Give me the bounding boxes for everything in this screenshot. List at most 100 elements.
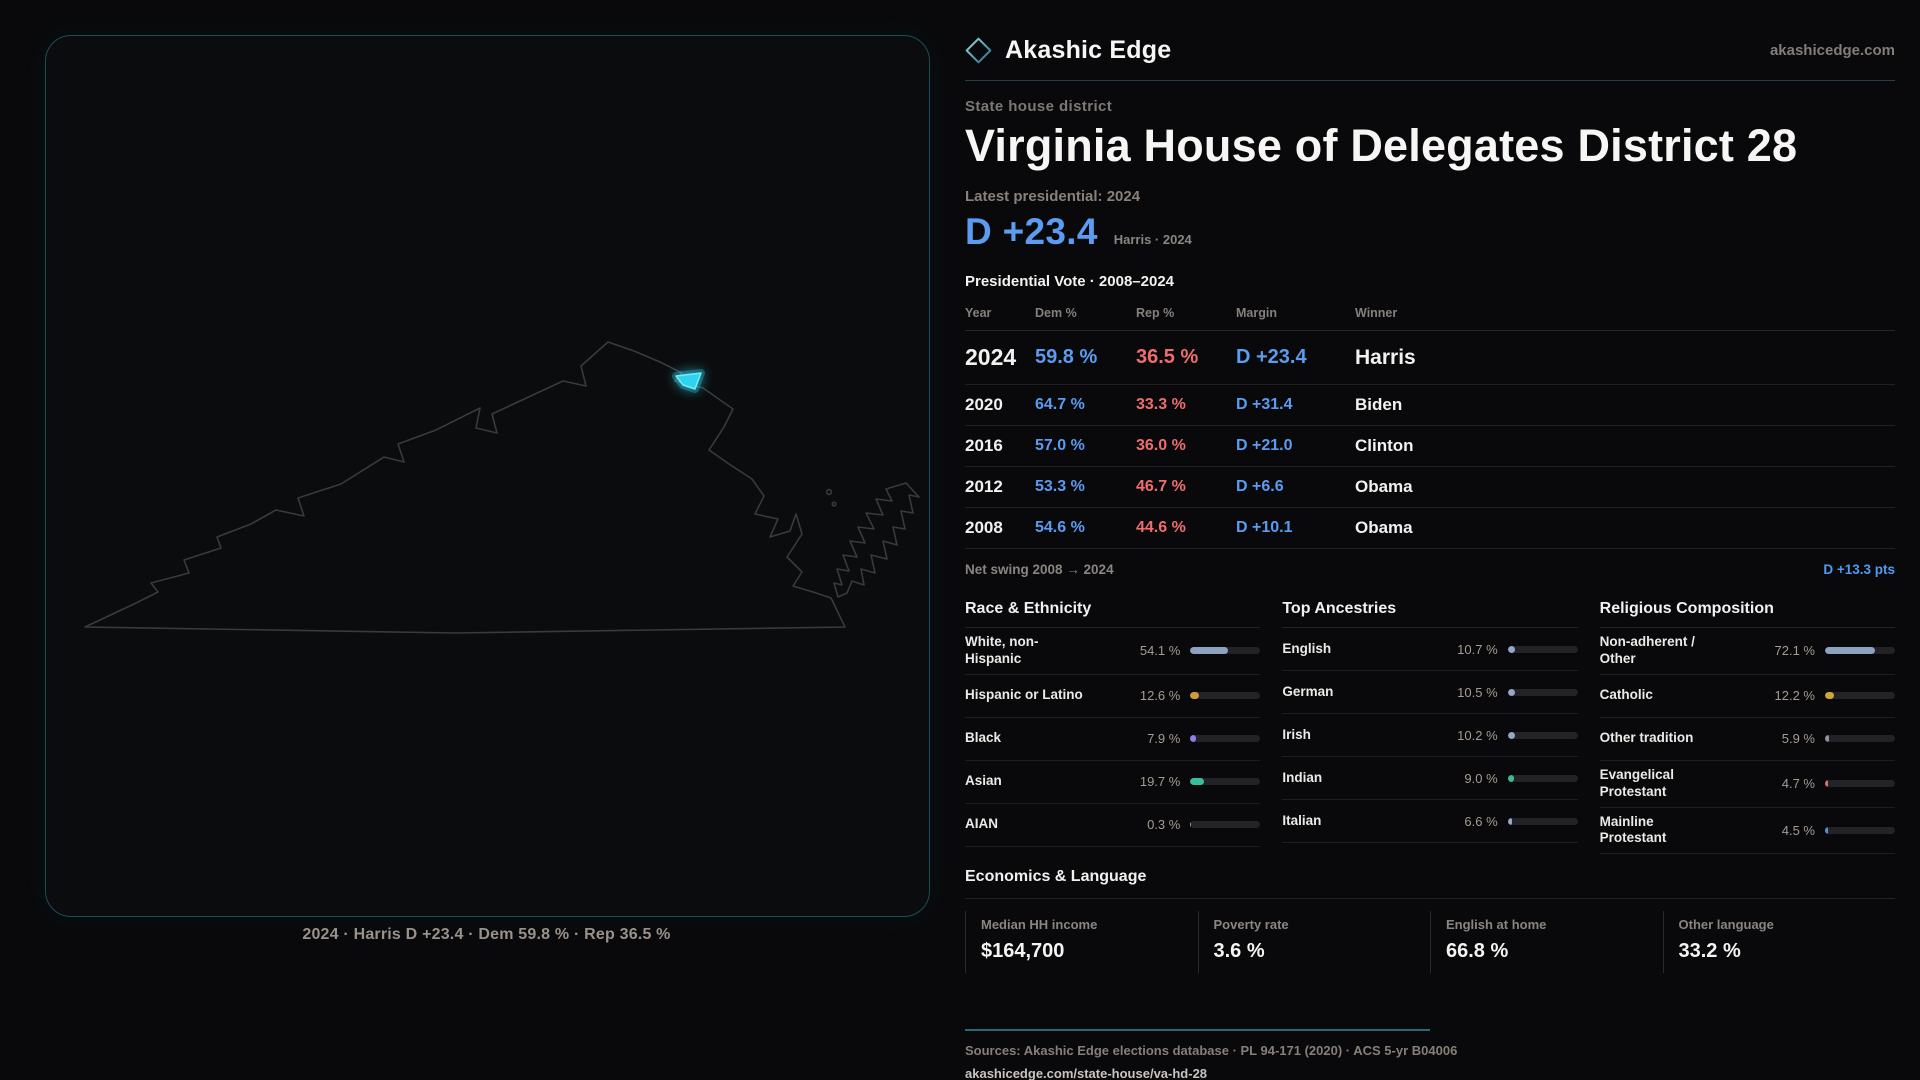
vote-cell-year: 2020 bbox=[965, 395, 1003, 415]
demo-label: Mainline Protestant bbox=[1599, 813, 1667, 846]
demo-bar-fill bbox=[1825, 826, 1829, 834]
page-title: Virginia House of Delegates District 28 bbox=[965, 120, 1798, 171]
col-year: Year bbox=[965, 306, 992, 321]
stat-label: English at home bbox=[1446, 917, 1547, 933]
footer: Sources: Akashic Edge elections database… bbox=[965, 1029, 1895, 1080]
demo-value: 6.6 % bbox=[1464, 813, 1498, 829]
demo-label: Non-adherent / Other bbox=[1599, 634, 1695, 666]
brand-diamond-icon bbox=[965, 37, 992, 64]
demo-label: Hispanic or Latino bbox=[965, 687, 1083, 703]
demo-value: 72.1 % bbox=[1774, 643, 1815, 659]
demo-value: 12.2 % bbox=[1774, 688, 1815, 704]
demo-value: 7.9 % bbox=[1147, 731, 1181, 747]
net-swing-value: D +13.3 pts bbox=[1823, 562, 1895, 578]
vote-cell-winner: Biden bbox=[1355, 395, 1403, 415]
demo-value: 9.0 % bbox=[1464, 770, 1498, 786]
detail-column: Akashic Edge akashicedge.com State house… bbox=[965, 0, 1895, 1080]
demo-row: Hispanic or Latino 12.6 % bbox=[965, 675, 1261, 718]
demo-label: Italian bbox=[1282, 812, 1322, 828]
demo-label: Black bbox=[965, 730, 1002, 746]
demo-row: Evangelical Protestant 4.7 % bbox=[1599, 761, 1895, 808]
stat-value: 66.8 % bbox=[1446, 940, 1509, 963]
demo-bar-fill bbox=[1825, 735, 1830, 743]
stat-other-language: Other language 33.2 % bbox=[1662, 911, 1896, 974]
demo-bar-track bbox=[1825, 780, 1895, 788]
stat-value: 3.6 % bbox=[1213, 940, 1265, 963]
vote-cell-margin: D +6.6 bbox=[1236, 478, 1284, 496]
demo-row: AIAN 0.3 % bbox=[965, 804, 1261, 847]
col-dem: Dem % bbox=[1035, 306, 1077, 321]
vote-table-row: 2016 57.0 % 36.0 % D +21.0 Clinton bbox=[965, 426, 1895, 468]
stat-label: Median HH income bbox=[981, 917, 1098, 933]
footer-divider bbox=[965, 1029, 1430, 1032]
district-marker bbox=[675, 372, 702, 390]
demo-bar-fill bbox=[1825, 647, 1876, 655]
stat-value: 33.2 % bbox=[1678, 940, 1741, 963]
headline-margin-row: D +23.4 Harris · 2024 bbox=[965, 211, 1895, 253]
stat-median-income: Median HH income $164,700 bbox=[965, 911, 1198, 974]
demo-bar-fill bbox=[1825, 780, 1829, 788]
demo-bar-fill bbox=[1507, 774, 1514, 782]
demo-row: Italian 6.6 % bbox=[1282, 800, 1578, 844]
vote-table-header: Year Dem % Rep % Margin Winner bbox=[965, 306, 1895, 332]
demo-bar-track bbox=[1825, 826, 1895, 834]
col-margin: Margin bbox=[1236, 306, 1277, 321]
demo-bar-fill bbox=[1190, 647, 1229, 655]
vote-cell-dem: 59.8 % bbox=[1035, 346, 1098, 369]
col-winner: Winner bbox=[1355, 306, 1398, 321]
brand-domain-link[interactable]: akashicedge.com bbox=[1769, 42, 1895, 59]
demo-section-title: Top Ancestries bbox=[1282, 591, 1578, 629]
vote-cell-rep: 46.7 % bbox=[1136, 478, 1186, 496]
demo-row: Irish 10.2 % bbox=[1282, 714, 1578, 758]
vote-table-row: 2012 53.3 % 46.7 % D +6.6 Obama bbox=[965, 467, 1895, 509]
demo-bar-track bbox=[1507, 731, 1578, 739]
demo-section: Top Ancestries English 10.7 % German 10.5 % I… bbox=[1282, 591, 1578, 854]
demo-row: English 10.7 % bbox=[1282, 628, 1578, 672]
footer-permalink[interactable]: akashicedge.com/state-house/va-hd-28 bbox=[965, 1066, 1208, 1080]
headline-margin-value: D +23.4 bbox=[965, 211, 1098, 253]
vote-table-row: 2024 59.8 % 36.5 % D +23.4 Harris bbox=[965, 331, 1895, 386]
demo-bar-fill bbox=[1507, 645, 1516, 653]
stat-poverty-rate: Poverty rate 3.6 % bbox=[1197, 911, 1431, 974]
demo-bar-track bbox=[1190, 821, 1261, 829]
demo-section-title: Religious Composition bbox=[1599, 591, 1895, 629]
demo-bar-fill bbox=[1190, 735, 1196, 743]
vote-cell-margin: D +23.4 bbox=[1236, 346, 1307, 369]
stat-value: $164,700 bbox=[981, 940, 1065, 963]
economics-divider bbox=[965, 898, 1895, 900]
vote-cell-dem: 53.3 % bbox=[1035, 478, 1085, 496]
demo-row: Catholic 12.2 % bbox=[1599, 675, 1895, 718]
demo-value: 10.7 % bbox=[1457, 641, 1498, 657]
demo-row: Other tradition 5.9 % bbox=[1599, 718, 1895, 761]
header-divider bbox=[965, 80, 1895, 81]
economics-title: Economics & Language bbox=[965, 868, 1147, 886]
kicker-label: State house district bbox=[965, 98, 1113, 115]
demo-label: Asian bbox=[965, 773, 1002, 789]
demo-row: Indian 9.0 % bbox=[1282, 757, 1578, 801]
demo-section-title: Race & Ethnicity bbox=[965, 591, 1261, 629]
demo-bar-track bbox=[1507, 817, 1578, 825]
demo-row: German 10.5 % bbox=[1282, 671, 1578, 715]
economics-stats-row: Median HH income $164,700 Poverty rate 3… bbox=[965, 911, 1896, 974]
vote-cell-rep: 36.0 % bbox=[1136, 437, 1186, 455]
map-caption: 2024 · Harris D +23.4 · Dem 59.8 % · Rep… bbox=[302, 926, 671, 943]
demo-bar-track bbox=[1190, 692, 1261, 700]
latest-presidential-label: Latest presidential: 2024 bbox=[965, 188, 1141, 206]
brand-name: Akashic Edge bbox=[1005, 36, 1172, 64]
demo-value: 10.2 % bbox=[1457, 727, 1498, 743]
vote-cell-winner: Clinton bbox=[1355, 436, 1414, 456]
vote-cell-winner: Harris bbox=[1355, 345, 1416, 369]
demo-label: Indian bbox=[1282, 769, 1323, 785]
demo-value: 5.9 % bbox=[1781, 731, 1815, 747]
state-outline bbox=[84, 341, 920, 634]
brand-header: Akashic Edge akashicedge.com bbox=[965, 36, 1895, 65]
demo-bar-track bbox=[1190, 735, 1261, 743]
demo-bar-fill bbox=[1825, 692, 1834, 700]
demo-bar-fill bbox=[1507, 688, 1515, 696]
demo-value: 10.5 % bbox=[1457, 684, 1498, 700]
demo-value: 4.7 % bbox=[1781, 776, 1815, 792]
stat-label: Poverty rate bbox=[1213, 917, 1289, 933]
demo-label: English bbox=[1282, 640, 1332, 656]
demo-section: Religious Composition Non-adherent / Othe… bbox=[1599, 591, 1895, 855]
